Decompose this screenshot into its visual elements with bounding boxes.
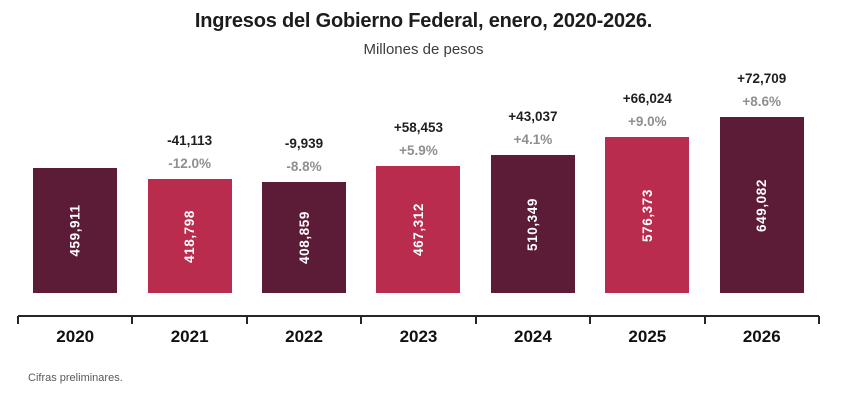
pct-change-label: +8.6%: [742, 94, 782, 109]
axis-tick: [360, 316, 363, 324]
bar-2020: 459,911: [33, 168, 118, 293]
bar-group: -41,113 -12.0% 418,798: [132, 61, 246, 293]
bar-value-label: 408,859: [296, 211, 312, 264]
bar-value-label: 418,798: [182, 209, 198, 263]
axis-tick: [589, 316, 592, 324]
x-axis-label: 2022: [285, 327, 323, 346]
change-label: +72,709: [737, 71, 787, 86]
chart-subtitle: Millones de pesos: [363, 41, 484, 58]
bar-value-label: 510,349: [525, 197, 541, 251]
x-axis-label: 2026: [742, 327, 781, 346]
bar-2024: 510,349: [490, 155, 575, 293]
change-label: -9,939: [284, 136, 324, 151]
x-axis-label: 2020: [56, 327, 95, 346]
change-label: +58,453: [393, 120, 444, 135]
bar-group: +43,037 +4.1% 510,349: [476, 61, 590, 293]
x-axis-labels: 2020 2021 2022 2023 2024 2025 2026: [18, 327, 819, 347]
bar-group: +72,709 +8.6% 649,082: [705, 61, 819, 293]
change-label: +66,024: [622, 91, 672, 106]
pct-change-label: -8.8%: [286, 159, 322, 174]
bar-value-label: 459,911: [67, 204, 83, 257]
axis-tick: [17, 316, 19, 324]
x-axis-label: 2024: [513, 327, 552, 346]
bar-group: 459,911: [18, 61, 132, 293]
chart-title: Ingresos del Gobierno Federal, enero, 20…: [194, 10, 653, 32]
pct-change-label: +9.0%: [627, 114, 667, 129]
bar-2021: 418,798: [147, 179, 232, 293]
bar-2022: 408,859: [262, 182, 347, 293]
x-axis-label: 2021: [170, 327, 209, 346]
pct-change-label: -12.0%: [168, 156, 212, 171]
bar-group: +66,024 +9.0% 576,373: [590, 61, 704, 293]
change-label: -41,113: [167, 133, 213, 148]
change-label: +43,037: [508, 109, 558, 124]
bar-2026: 649,082: [719, 117, 804, 293]
axis-tick: [131, 316, 134, 324]
bar-value-label: 467,312: [410, 203, 426, 256]
bar-value-label: 649,082: [754, 178, 770, 232]
pct-change-label: +4.1%: [513, 132, 553, 147]
pct-change-label: +5.9%: [399, 143, 438, 158]
axis-tick: [703, 316, 706, 324]
footnote: Cifras preliminares.: [28, 372, 123, 384]
x-axis-label: 2023: [399, 327, 438, 346]
bar-group: +58,453 +5.9% 467,312: [361, 61, 475, 293]
axis-tick: [474, 316, 477, 324]
x-axis-label: 2025: [628, 327, 667, 346]
bar-2025: 576,373: [605, 137, 690, 293]
bar-2023: 467,312: [376, 166, 461, 293]
bar-value-label: 576,373: [639, 188, 655, 242]
bar-group: -9,939 -8.8% 408,859: [247, 61, 361, 293]
axis-tick: [818, 316, 820, 324]
axis-tick: [245, 316, 248, 324]
x-axis-line: [17, 315, 820, 324]
plot-area: 459,911 -41,113 -12.0% 418,798 -9,939 -8.8% 40…: [18, 61, 819, 293]
